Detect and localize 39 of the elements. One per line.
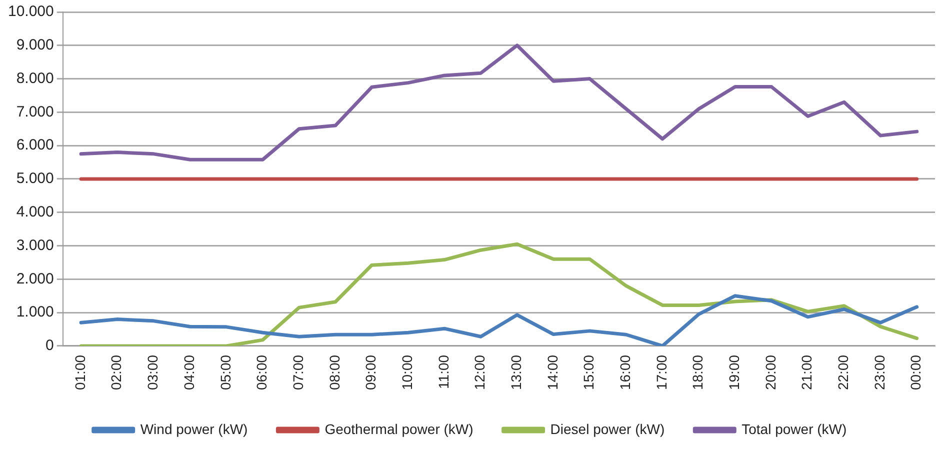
y-tick-label: 2.000 bbox=[16, 270, 54, 288]
x-tick-label: 13:00 bbox=[508, 354, 524, 390]
legend-label: Diesel power (kW) bbox=[550, 420, 665, 437]
y-tick-label: 10.000 bbox=[8, 3, 54, 20]
x-tick-label: 12:00 bbox=[472, 354, 488, 390]
x-tick-label: 05:00 bbox=[217, 354, 234, 390]
y-tick-label: 0 bbox=[46, 337, 54, 354]
legend-label: Geothermal power (kW) bbox=[324, 420, 474, 437]
legend-label: Wind power (kW) bbox=[140, 420, 248, 437]
y-tick-label: 3.000 bbox=[16, 236, 54, 254]
x-tick-label: 02:00 bbox=[108, 354, 124, 390]
y-tick-label: 9.000 bbox=[16, 36, 54, 54]
x-tick-label: 07:00 bbox=[290, 354, 306, 390]
x-tick-label: 16:00 bbox=[616, 354, 633, 390]
x-tick-label: 15:00 bbox=[580, 354, 597, 390]
x-tick-label: 08:00 bbox=[326, 354, 342, 390]
y-tick-label: 5.000 bbox=[16, 170, 54, 188]
y-tick-label: 7.000 bbox=[16, 103, 54, 120]
x-tick-label: 01:00 bbox=[72, 354, 88, 390]
y-tick-label: 8.000 bbox=[16, 70, 54, 87]
x-tick-label: 14:00 bbox=[544, 354, 560, 390]
x-tick-label: 04:00 bbox=[180, 354, 197, 390]
x-tick-label: 20:00 bbox=[762, 354, 778, 390]
legend-label: Total power (kW) bbox=[742, 420, 847, 437]
x-tick-label: 00:00 bbox=[908, 354, 924, 390]
x-tick-label: 11:00 bbox=[435, 354, 452, 389]
x-tick-label: 22:00 bbox=[835, 354, 852, 390]
x-tick-label: 06:00 bbox=[254, 354, 270, 390]
x-tick-label: 09:00 bbox=[362, 354, 379, 390]
x-tick-label: 23:00 bbox=[871, 354, 888, 390]
x-tick-label: 10:00 bbox=[398, 354, 415, 390]
x-tick-label: 19:00 bbox=[726, 354, 742, 390]
x-tick-label: 17:00 bbox=[653, 354, 670, 390]
y-tick-label: 4.000 bbox=[16, 204, 54, 221]
y-tick-label: 1.000 bbox=[16, 304, 54, 321]
x-tick-label: 21:00 bbox=[798, 354, 815, 390]
x-tick-label: 03:00 bbox=[144, 354, 161, 390]
y-tick-label: 6.000 bbox=[16, 136, 54, 154]
x-tick-label: 18:00 bbox=[690, 354, 706, 390]
